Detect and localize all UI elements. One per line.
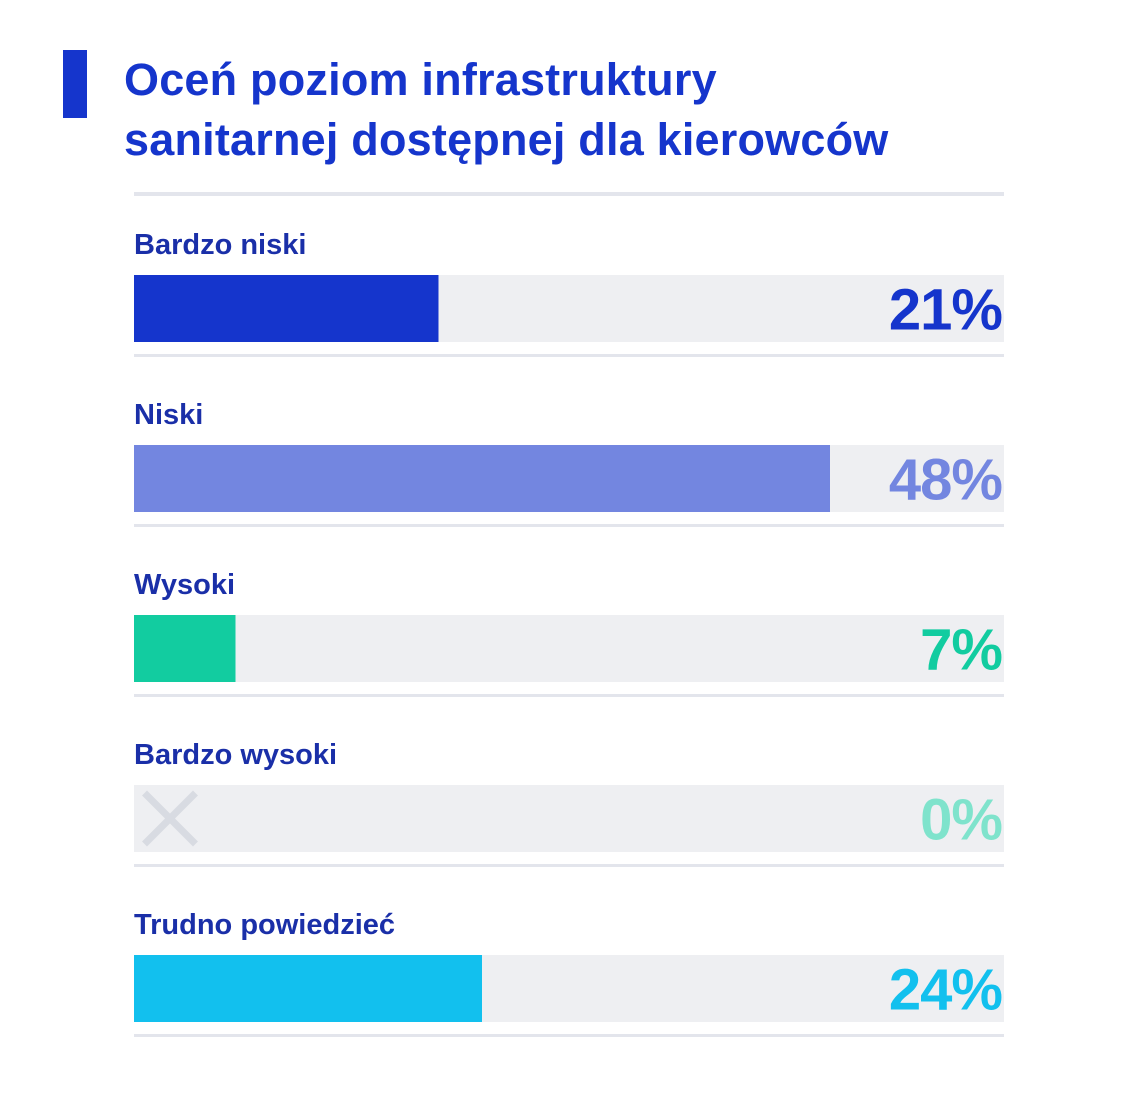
row-divider: [134, 1034, 1004, 1037]
bar: [134, 445, 830, 512]
value-label: 7%: [920, 618, 1002, 683]
bar: [134, 615, 236, 682]
value-label: 24%: [889, 958, 1003, 1023]
top-divider: [134, 192, 1004, 196]
row-divider: [134, 524, 1004, 527]
bar-track: [134, 785, 1004, 852]
chart-title: Oceń poziom infrastruktury sanitarnej do…: [124, 50, 1074, 170]
category-label: Wysoki: [134, 569, 235, 601]
chart-title-line-2: sanitarnej dostępnej dla kierowców: [124, 114, 889, 165]
value-label: 48%: [889, 448, 1003, 513]
bar: [134, 955, 482, 1022]
category-label: Trudno powiedzieć: [134, 909, 395, 941]
category-label: Bardzo niski: [134, 229, 306, 261]
value-label: 0%: [920, 788, 1002, 853]
category-label: Niski: [134, 399, 203, 431]
row-divider: [134, 354, 1004, 357]
category-label: Bardzo wysoki: [134, 739, 337, 771]
row-divider: [134, 694, 1004, 697]
chart-title-line-1: Oceń poziom infrastruktury: [124, 54, 717, 105]
cross-icon: [142, 790, 198, 847]
bar-track: [134, 615, 1004, 682]
bar: [134, 275, 439, 342]
title-accent-bar: [63, 50, 87, 118]
row-divider: [134, 864, 1004, 867]
value-label: 21%: [889, 278, 1003, 343]
